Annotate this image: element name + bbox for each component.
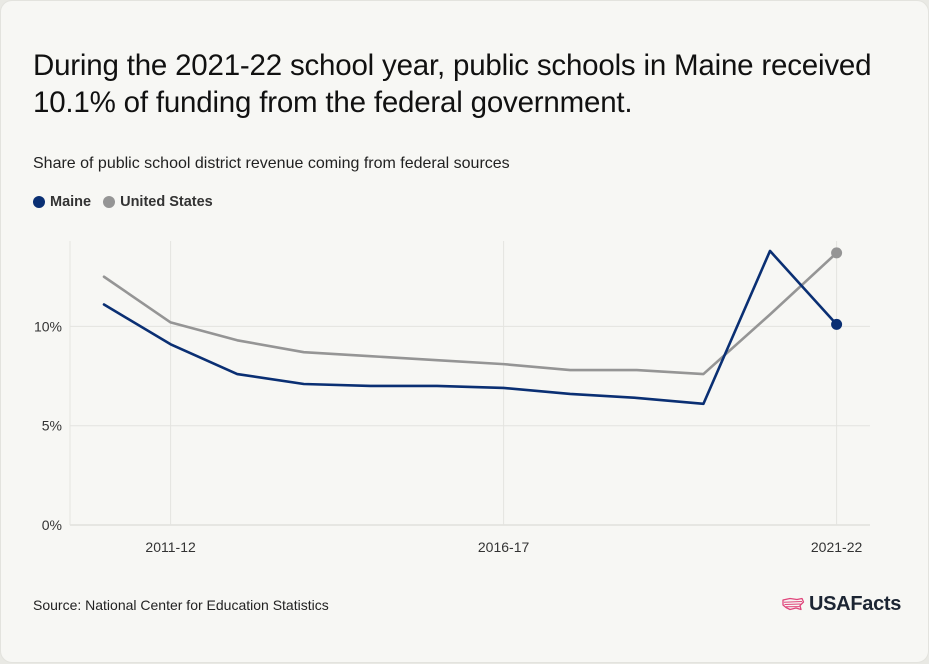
series-line-united-states <box>102 251 838 376</box>
series-end-point-united-states <box>831 247 843 259</box>
legend-swatch-maine <box>33 196 45 208</box>
usafacts-logo: USAFacts <box>781 593 901 616</box>
y-tick-label: 0% <box>42 517 62 533</box>
series-line-maine <box>102 249 838 406</box>
chart-legend: Maine United States <box>33 194 225 210</box>
y-tick-label: 10% <box>34 318 62 334</box>
series-end-point-maine <box>831 318 843 330</box>
source-note: Source: National Center for Education St… <box>33 597 329 613</box>
y-tick-label: 5% <box>42 418 62 434</box>
legend-label-united-states: United States <box>120 194 213 210</box>
legend-swatch-united-states <box>103 196 116 208</box>
legend-item-maine: Maine <box>33 194 91 210</box>
x-tick-label: 2021-22 <box>811 539 863 555</box>
x-tick-label: 2016-17 <box>478 539 530 555</box>
logo-wordmark: USAFacts <box>809 593 902 615</box>
x-tick-label: 2011-12 <box>145 539 196 555</box>
legend-item-united-states: United States <box>103 194 213 210</box>
chart-headline: During the 2021-22 school year, public s… <box>33 49 872 119</box>
legend-label-maine: Maine <box>50 194 92 210</box>
chart-subtitle: Share of public school district revenue … <box>33 155 510 172</box>
us-flag-map-icon <box>782 597 805 610</box>
